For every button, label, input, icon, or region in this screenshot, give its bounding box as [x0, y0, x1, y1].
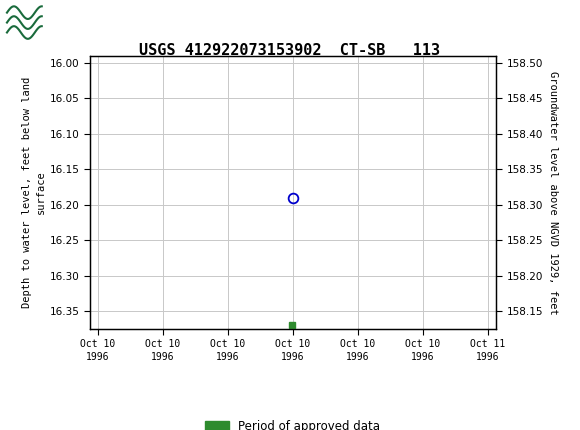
Legend: Period of approved data: Period of approved data — [201, 415, 385, 430]
Text: USGS: USGS — [45, 13, 105, 32]
Y-axis label: Groundwater level above NGVD 1929, feet: Groundwater level above NGVD 1929, feet — [548, 71, 559, 314]
Y-axis label: Depth to water level, feet below land
surface: Depth to water level, feet below land su… — [22, 77, 45, 308]
FancyBboxPatch shape — [5, 3, 80, 42]
Text: USGS 412922073153902  CT-SB   113: USGS 412922073153902 CT-SB 113 — [139, 43, 441, 58]
